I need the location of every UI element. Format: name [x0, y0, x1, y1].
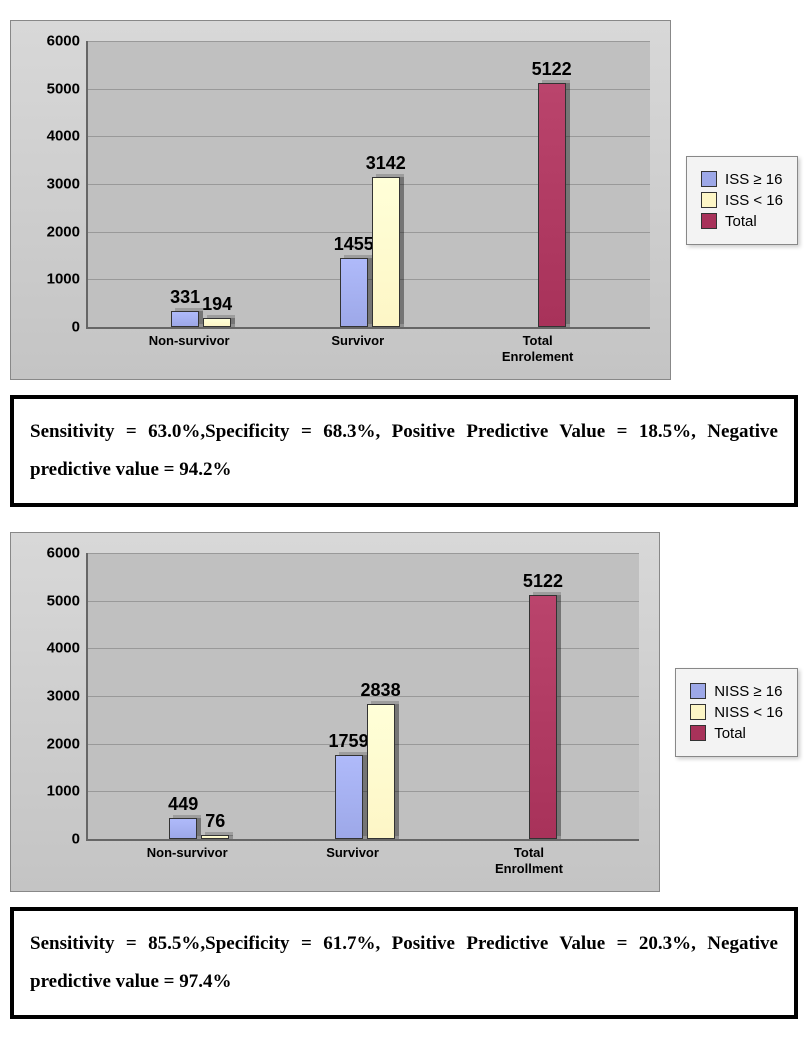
y-axis-label: 1000	[47, 783, 88, 800]
legend-label: Total	[725, 213, 757, 230]
chart-container: 0100020003000400050006000331194Non-survi…	[10, 20, 671, 380]
y-axis-label: 5000	[47, 592, 88, 609]
bar-value-label: 5122	[523, 571, 563, 596]
bar: 5122	[529, 595, 557, 839]
x-axis-label: Survivor	[331, 327, 384, 349]
grid-line	[88, 41, 650, 42]
legend-item: NISS < 16	[690, 704, 783, 721]
stats-box: Sensitivity = 63.0%,Specificity = 68.3%,…	[10, 395, 798, 507]
y-axis-label: 0	[72, 319, 88, 336]
y-axis-label: 0	[72, 831, 88, 848]
legend-item: ISS < 16	[701, 192, 783, 209]
bar-value-label: 194	[202, 294, 232, 319]
y-axis-label: 1000	[47, 271, 88, 288]
legend-swatch	[701, 213, 717, 229]
x-axis-label: Survivor	[326, 839, 379, 861]
legend-swatch	[701, 192, 717, 208]
legend-label: Total	[714, 725, 746, 742]
grid-line	[88, 89, 650, 90]
legend: NISS ≥ 16 NISS < 16 Total	[675, 668, 798, 757]
bar: 3142	[372, 177, 400, 327]
y-axis-label: 5000	[47, 80, 88, 97]
legend: ISS ≥ 16 ISS < 16 Total	[686, 156, 798, 245]
legend-swatch	[690, 725, 706, 741]
grid-line	[88, 232, 650, 233]
legend-swatch	[701, 171, 717, 187]
legend-item: Total	[690, 725, 783, 742]
x-axis-label: Total Enrolement	[502, 327, 574, 364]
x-axis-label: Non-survivor	[149, 327, 230, 349]
legend-item: ISS ≥ 16	[701, 171, 783, 188]
bar: 331	[171, 311, 199, 327]
grid-line	[88, 279, 650, 280]
bar-value-label: 76	[205, 811, 225, 836]
grid-line	[88, 184, 650, 185]
legend-swatch	[690, 683, 706, 699]
grid-line	[88, 553, 639, 554]
y-axis-label: 2000	[47, 735, 88, 752]
stats-box: Sensitivity = 85.5%,Specificity = 61.7%,…	[10, 907, 798, 1019]
legend-label: ISS ≥ 16	[725, 171, 782, 188]
y-axis-label: 3000	[47, 688, 88, 705]
bar-value-label: 5122	[532, 59, 572, 84]
bar: 1759	[335, 755, 363, 839]
legend-label: NISS < 16	[714, 704, 783, 721]
y-axis-label: 4000	[47, 640, 88, 657]
y-axis-label: 3000	[47, 176, 88, 193]
legend-label: NISS ≥ 16	[714, 683, 782, 700]
grid-line	[88, 136, 650, 137]
y-axis-label: 6000	[47, 33, 88, 50]
chart-panel-1: 0 1000 2000 3000 4000 5000 6000 449 76 Non-surviv…	[10, 532, 798, 1019]
chart-row: 0100020003000400050006000331194Non-survi…	[10, 20, 798, 380]
legend-item: NISS ≥ 16	[690, 683, 783, 700]
plot-area: 0100020003000400050006000331194Non-survi…	[86, 41, 650, 329]
y-axis-label: 4000	[47, 128, 88, 145]
legend-item: Total	[701, 213, 783, 230]
bar-value-label: 449	[168, 794, 198, 819]
bar-value-label: 3142	[366, 153, 406, 178]
bar-value-label: 331	[170, 287, 200, 312]
bar: 1455	[340, 258, 368, 327]
bar: 2838	[367, 704, 395, 839]
chart-row: 0 1000 2000 3000 4000 5000 6000 449 76 Non-surviv…	[10, 532, 798, 892]
chart-panel-0: 0100020003000400050006000331194Non-survi…	[10, 20, 798, 507]
y-axis-label: 6000	[47, 545, 88, 562]
chart-container: 0 1000 2000 3000 4000 5000 6000 449 76 Non-surviv…	[10, 532, 660, 892]
x-axis-label: Non-survivor	[147, 839, 228, 861]
plot-area: 010002000300040005000600044976Non-surviv…	[86, 553, 639, 841]
y-axis-label: 2000	[47, 223, 88, 240]
bar: 5122	[538, 83, 566, 327]
bar: 449	[169, 818, 197, 839]
legend-label: ISS < 16	[725, 192, 783, 209]
x-axis-label: Total Enrollment	[495, 839, 563, 876]
bar-value-label: 2838	[361, 680, 401, 705]
bar: 194	[203, 318, 231, 327]
bar-value-label: 1455	[334, 234, 374, 259]
legend-swatch	[690, 704, 706, 720]
bar-value-label: 1759	[329, 731, 369, 756]
